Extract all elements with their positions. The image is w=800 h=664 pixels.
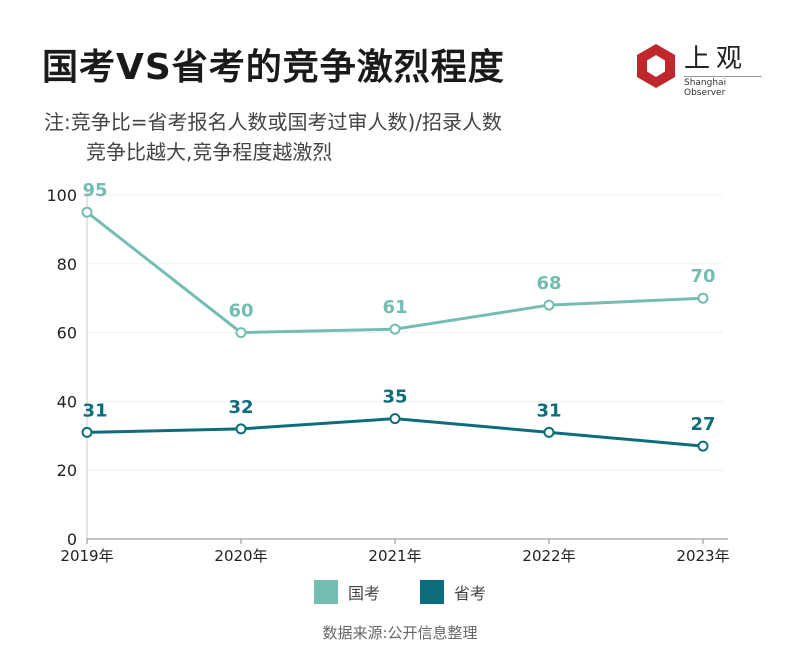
y-tick-label: 0 (67, 530, 77, 549)
data-label: 68 (536, 273, 561, 294)
legend-item-shengkao: 省考 (420, 580, 486, 604)
data-point (235, 423, 247, 435)
y-tick-label: 60 (57, 324, 77, 343)
data-label: 35 (382, 387, 407, 408)
data-point (543, 426, 555, 438)
note-line-2: 竞争比越大,竞争程度越激烈 (86, 140, 333, 164)
logo-hexagon-icon (637, 44, 675, 88)
data-label: 61 (382, 297, 407, 318)
x-tick-label: 2019年 (60, 547, 113, 565)
data-label: 95 (82, 180, 107, 201)
source-note: 数据来源:公开信息整理 (322, 624, 478, 642)
chart-title: 国考VS省考的竞争激烈程度 (42, 47, 505, 88)
x-tick-label: 2023年 (676, 547, 729, 565)
data-point (543, 299, 555, 311)
data-label: 31 (536, 400, 561, 421)
y-tick-label: 40 (57, 392, 77, 411)
data-label: 31 (82, 400, 107, 421)
logo-subtext: Shanghai Observer (684, 76, 762, 98)
data-point (81, 206, 93, 218)
data-label: 32 (228, 397, 253, 418)
data-point (235, 327, 247, 339)
note-line-1: 注:竞争比=省考报名人数或国考过审人数)/招录人数 (44, 110, 503, 134)
legend-label: 省考 (454, 584, 487, 603)
x-tick-label: 2022年 (522, 547, 575, 565)
data-label: 27 (690, 414, 715, 435)
logo-text: 上观 (684, 44, 749, 74)
data-point (81, 426, 93, 438)
y-tick-label: 80 (57, 255, 77, 274)
x-tick-label: 2020年 (214, 547, 267, 565)
legend-swatch (313, 580, 338, 604)
data-label: 70 (690, 266, 715, 287)
data-point (697, 292, 709, 304)
y-tick-label: 20 (57, 461, 77, 480)
x-tick-label: 2021年 (368, 547, 421, 565)
legend-item-guokao: 国考 (313, 580, 380, 604)
y-tick-label: 100 (46, 186, 77, 205)
legend-swatch (420, 580, 444, 604)
data-point (389, 413, 401, 425)
data-point (389, 323, 401, 335)
line-chart: 0 20 40 60 80 100 2019年 2020年 2021年 2022年 2023年 95 6… (46, 180, 729, 565)
legend-label: 国考 (347, 584, 380, 603)
data-point (697, 440, 709, 452)
legend: 国考 省考 (0, 580, 800, 604)
logo: 上观 Shanghai Observer (632, 42, 762, 98)
data-label: 60 (228, 301, 253, 322)
